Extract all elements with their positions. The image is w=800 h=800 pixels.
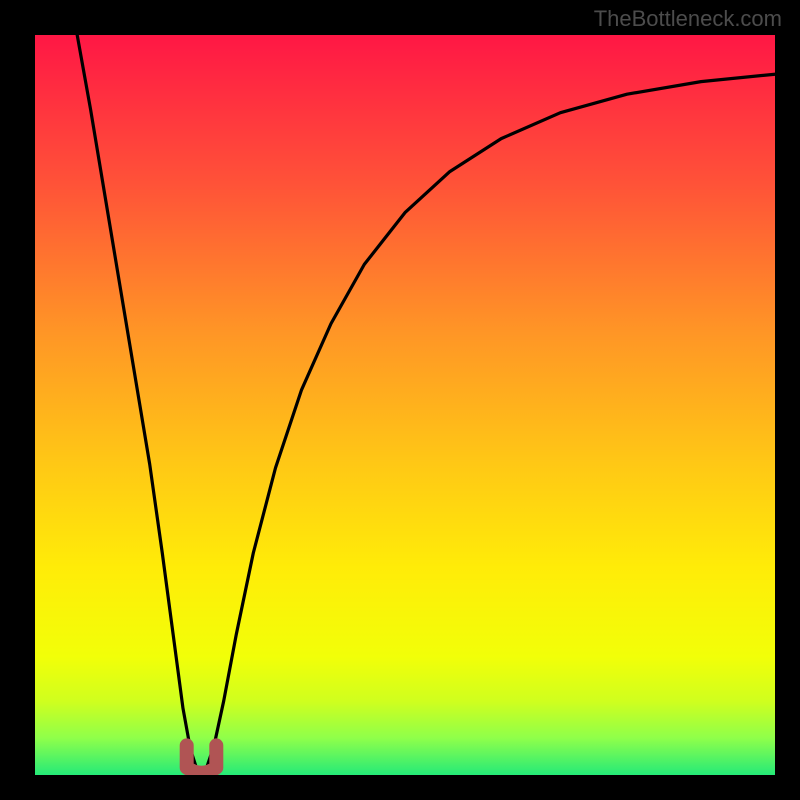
bottleneck-chart — [35, 35, 775, 775]
site-watermark: TheBottleneck.com — [594, 6, 782, 32]
bottleneck-curve — [77, 35, 775, 775]
bottleneck-curve-layer — [35, 35, 775, 775]
optimal-point-marker — [187, 745, 217, 772]
